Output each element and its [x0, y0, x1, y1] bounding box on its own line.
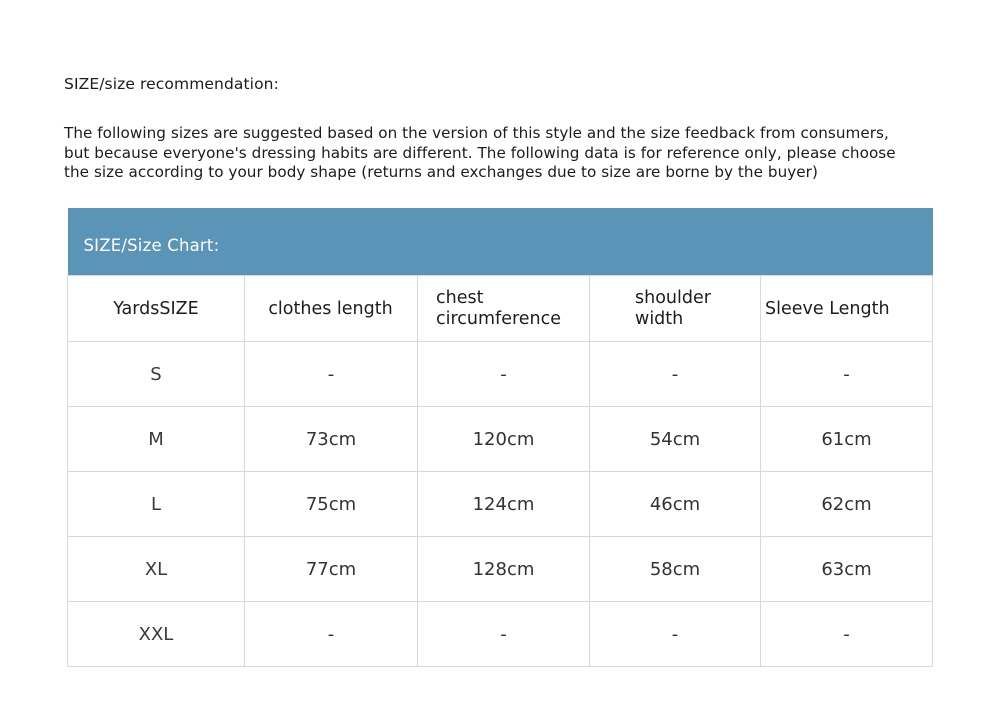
- intro-paragraph-line-1: The following sizes are suggested based …: [64, 124, 889, 142]
- intro-paragraph-line-3: the size according to your body shape (r…: [64, 163, 818, 182]
- cell-chest-circumference: -: [417, 341, 590, 407]
- cell-chest-circumference: 128cm: [417, 536, 590, 602]
- table-row: XL 77cm 128cm 58cm 63cm: [67, 536, 934, 602]
- size-chart-banner-title: SIZE/Size Chart:: [83, 236, 220, 255]
- column-header-chest-line-1: chest: [436, 287, 484, 308]
- column-header-size: YardsSIZE: [67, 275, 245, 342]
- size-chart-banner-row: SIZE/Size Chart:: [67, 208, 933, 276]
- cell-clothes-length: -: [244, 341, 418, 407]
- cell-chest-circumference: 124cm: [417, 471, 590, 537]
- cell-shoulder-width: -: [589, 341, 761, 407]
- cell-sleeve-length: 61cm: [759, 406, 934, 472]
- column-header-shoulder-line-2: width: [635, 308, 684, 329]
- table-row: S - - - -: [67, 341, 934, 407]
- column-header-chest-line-2: circumference: [436, 308, 562, 329]
- cell-size: M: [67, 406, 245, 472]
- table-row: XXL - - - -: [67, 601, 934, 667]
- page-title: SIZE/size recommendation:: [64, 75, 279, 93]
- cell-sleeve-length: -: [759, 601, 934, 667]
- intro-paragraph-line-2: but because everyone's dressing habits a…: [64, 143, 896, 162]
- column-header-clothes-length: clothes length: [244, 275, 418, 342]
- cell-shoulder-width: 54cm: [589, 406, 761, 472]
- cell-sleeve-length: 62cm: [759, 471, 934, 537]
- column-header-sleeve-length: Sleeve Length: [759, 275, 934, 342]
- cell-size: S: [67, 341, 245, 407]
- cell-shoulder-width: -: [589, 601, 761, 667]
- intro-paragraph: The following sizes are suggested based …: [64, 124, 936, 183]
- cell-shoulder-width: 58cm: [589, 536, 761, 602]
- column-header-shoulder-width: shoulder width: [589, 275, 761, 342]
- column-header-chest-circumference: chest circumference: [417, 275, 590, 342]
- table-row: M 73cm 120cm 54cm 61cm: [67, 406, 934, 472]
- cell-size: L: [67, 471, 245, 537]
- cell-sleeve-length: -: [759, 341, 934, 407]
- cell-clothes-length: 73cm: [244, 406, 418, 472]
- column-header-shoulder-line-1: shoulder: [635, 287, 711, 308]
- cell-clothes-length: 75cm: [244, 471, 418, 537]
- cell-chest-circumference: 120cm: [417, 406, 590, 472]
- size-chart-banner: SIZE/Size Chart:: [67, 208, 933, 276]
- cell-clothes-length: 77cm: [244, 536, 418, 602]
- cell-chest-circumference: -: [417, 601, 590, 667]
- size-chart-table: SIZE/Size Chart: YardsSIZE clothes lengt…: [67, 208, 934, 667]
- size-chart-header-row: YardsSIZE clothes length chest circumfer…: [67, 275, 934, 342]
- cell-shoulder-width: 46cm: [589, 471, 761, 537]
- table-row: L 75cm 124cm 46cm 62cm: [67, 471, 934, 537]
- cell-size: XL: [67, 536, 245, 602]
- cell-size: XXL: [67, 601, 245, 667]
- cell-clothes-length: -: [244, 601, 418, 667]
- cell-sleeve-length: 63cm: [759, 536, 934, 602]
